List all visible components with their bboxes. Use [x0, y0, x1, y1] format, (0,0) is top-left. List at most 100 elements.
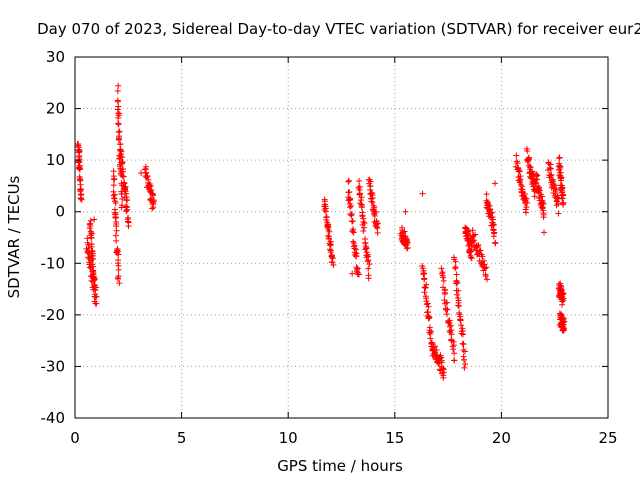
data-point [119, 173, 126, 180]
data-point [441, 289, 448, 296]
data-point [468, 255, 475, 262]
data-point [347, 195, 354, 202]
data-point [459, 331, 466, 338]
y-tick-label: 30 [46, 48, 65, 66]
data-point [115, 121, 122, 128]
data-point [449, 343, 456, 350]
data-point [89, 256, 96, 263]
data-point [151, 197, 158, 204]
data-point [350, 229, 357, 236]
data-point [76, 175, 83, 182]
data-point [124, 196, 131, 203]
data-point [440, 366, 447, 373]
data-point [555, 210, 562, 217]
data-point [559, 195, 566, 202]
data-point [490, 222, 497, 229]
data-point [348, 203, 355, 210]
data-point [450, 342, 457, 349]
data-point [399, 224, 406, 231]
data-point [111, 195, 118, 202]
data-point [115, 251, 122, 258]
data-point [548, 177, 555, 184]
data-point [452, 265, 459, 272]
data-point [548, 171, 555, 178]
data-point [461, 364, 468, 371]
data-point [428, 328, 435, 335]
data-point [456, 309, 463, 316]
x-tick-label: 5 [177, 429, 187, 447]
data-point [547, 165, 554, 172]
data-point [484, 276, 491, 283]
data-point [427, 335, 434, 342]
data-point [421, 289, 428, 296]
data-point [460, 356, 467, 363]
data-point [454, 279, 461, 286]
data-point [527, 163, 534, 170]
data-point [360, 228, 367, 235]
data-point [150, 204, 157, 211]
data-point [469, 227, 476, 234]
data-point [88, 235, 95, 242]
data-point [110, 192, 117, 199]
data-point [91, 298, 98, 305]
data-point [532, 179, 539, 186]
data-point [484, 199, 491, 206]
data-point [327, 238, 334, 245]
data-point [91, 281, 98, 288]
x-axis-label: GPS time / hours [277, 457, 403, 475]
data-point [459, 340, 466, 347]
data-point [440, 274, 447, 281]
data-point [123, 203, 130, 210]
data-point [114, 97, 121, 104]
data-point [462, 361, 469, 368]
data-point [419, 265, 426, 272]
data-point [114, 87, 121, 94]
data-point [514, 160, 521, 167]
data-point [323, 213, 330, 220]
data-point [444, 306, 451, 313]
data-point [138, 170, 145, 177]
axis-ticks: 0 5 10 15 20 25 -40 -30 -20 -10 0 10 20 30 [41, 48, 618, 447]
data-point [472, 231, 479, 238]
data-point [353, 253, 360, 260]
data-point [149, 205, 156, 212]
data-point [536, 187, 543, 194]
data-point [91, 276, 98, 283]
data-point [425, 303, 432, 310]
x-tick-label: 15 [385, 429, 404, 447]
data-point [356, 178, 363, 185]
data-point [350, 238, 357, 245]
data-point [366, 261, 373, 268]
data-point [78, 186, 85, 193]
data-point [365, 265, 372, 272]
data-point [120, 173, 127, 180]
data-point [367, 183, 374, 190]
data-point [111, 176, 118, 183]
data-point [439, 365, 446, 372]
data-point [113, 237, 120, 244]
data-point [523, 204, 530, 211]
x-tick-label: 10 [279, 429, 298, 447]
data-point [117, 150, 124, 157]
data-point [426, 314, 433, 321]
data-point [424, 300, 431, 307]
data-point [560, 191, 567, 198]
data-point [401, 228, 408, 235]
data-point [327, 249, 334, 256]
data-point [452, 258, 459, 265]
data-point [358, 201, 365, 208]
data-point [326, 246, 333, 253]
data-point [438, 357, 445, 364]
y-tick-label: 20 [46, 100, 65, 118]
data-point [516, 168, 523, 175]
data-point [438, 265, 445, 272]
data-point [330, 262, 337, 269]
data-point [461, 348, 468, 355]
data-point [549, 178, 556, 185]
data-point [150, 198, 157, 205]
data-point [112, 232, 119, 239]
data-point [423, 281, 430, 288]
data-point [541, 229, 548, 236]
data-point [348, 212, 355, 219]
